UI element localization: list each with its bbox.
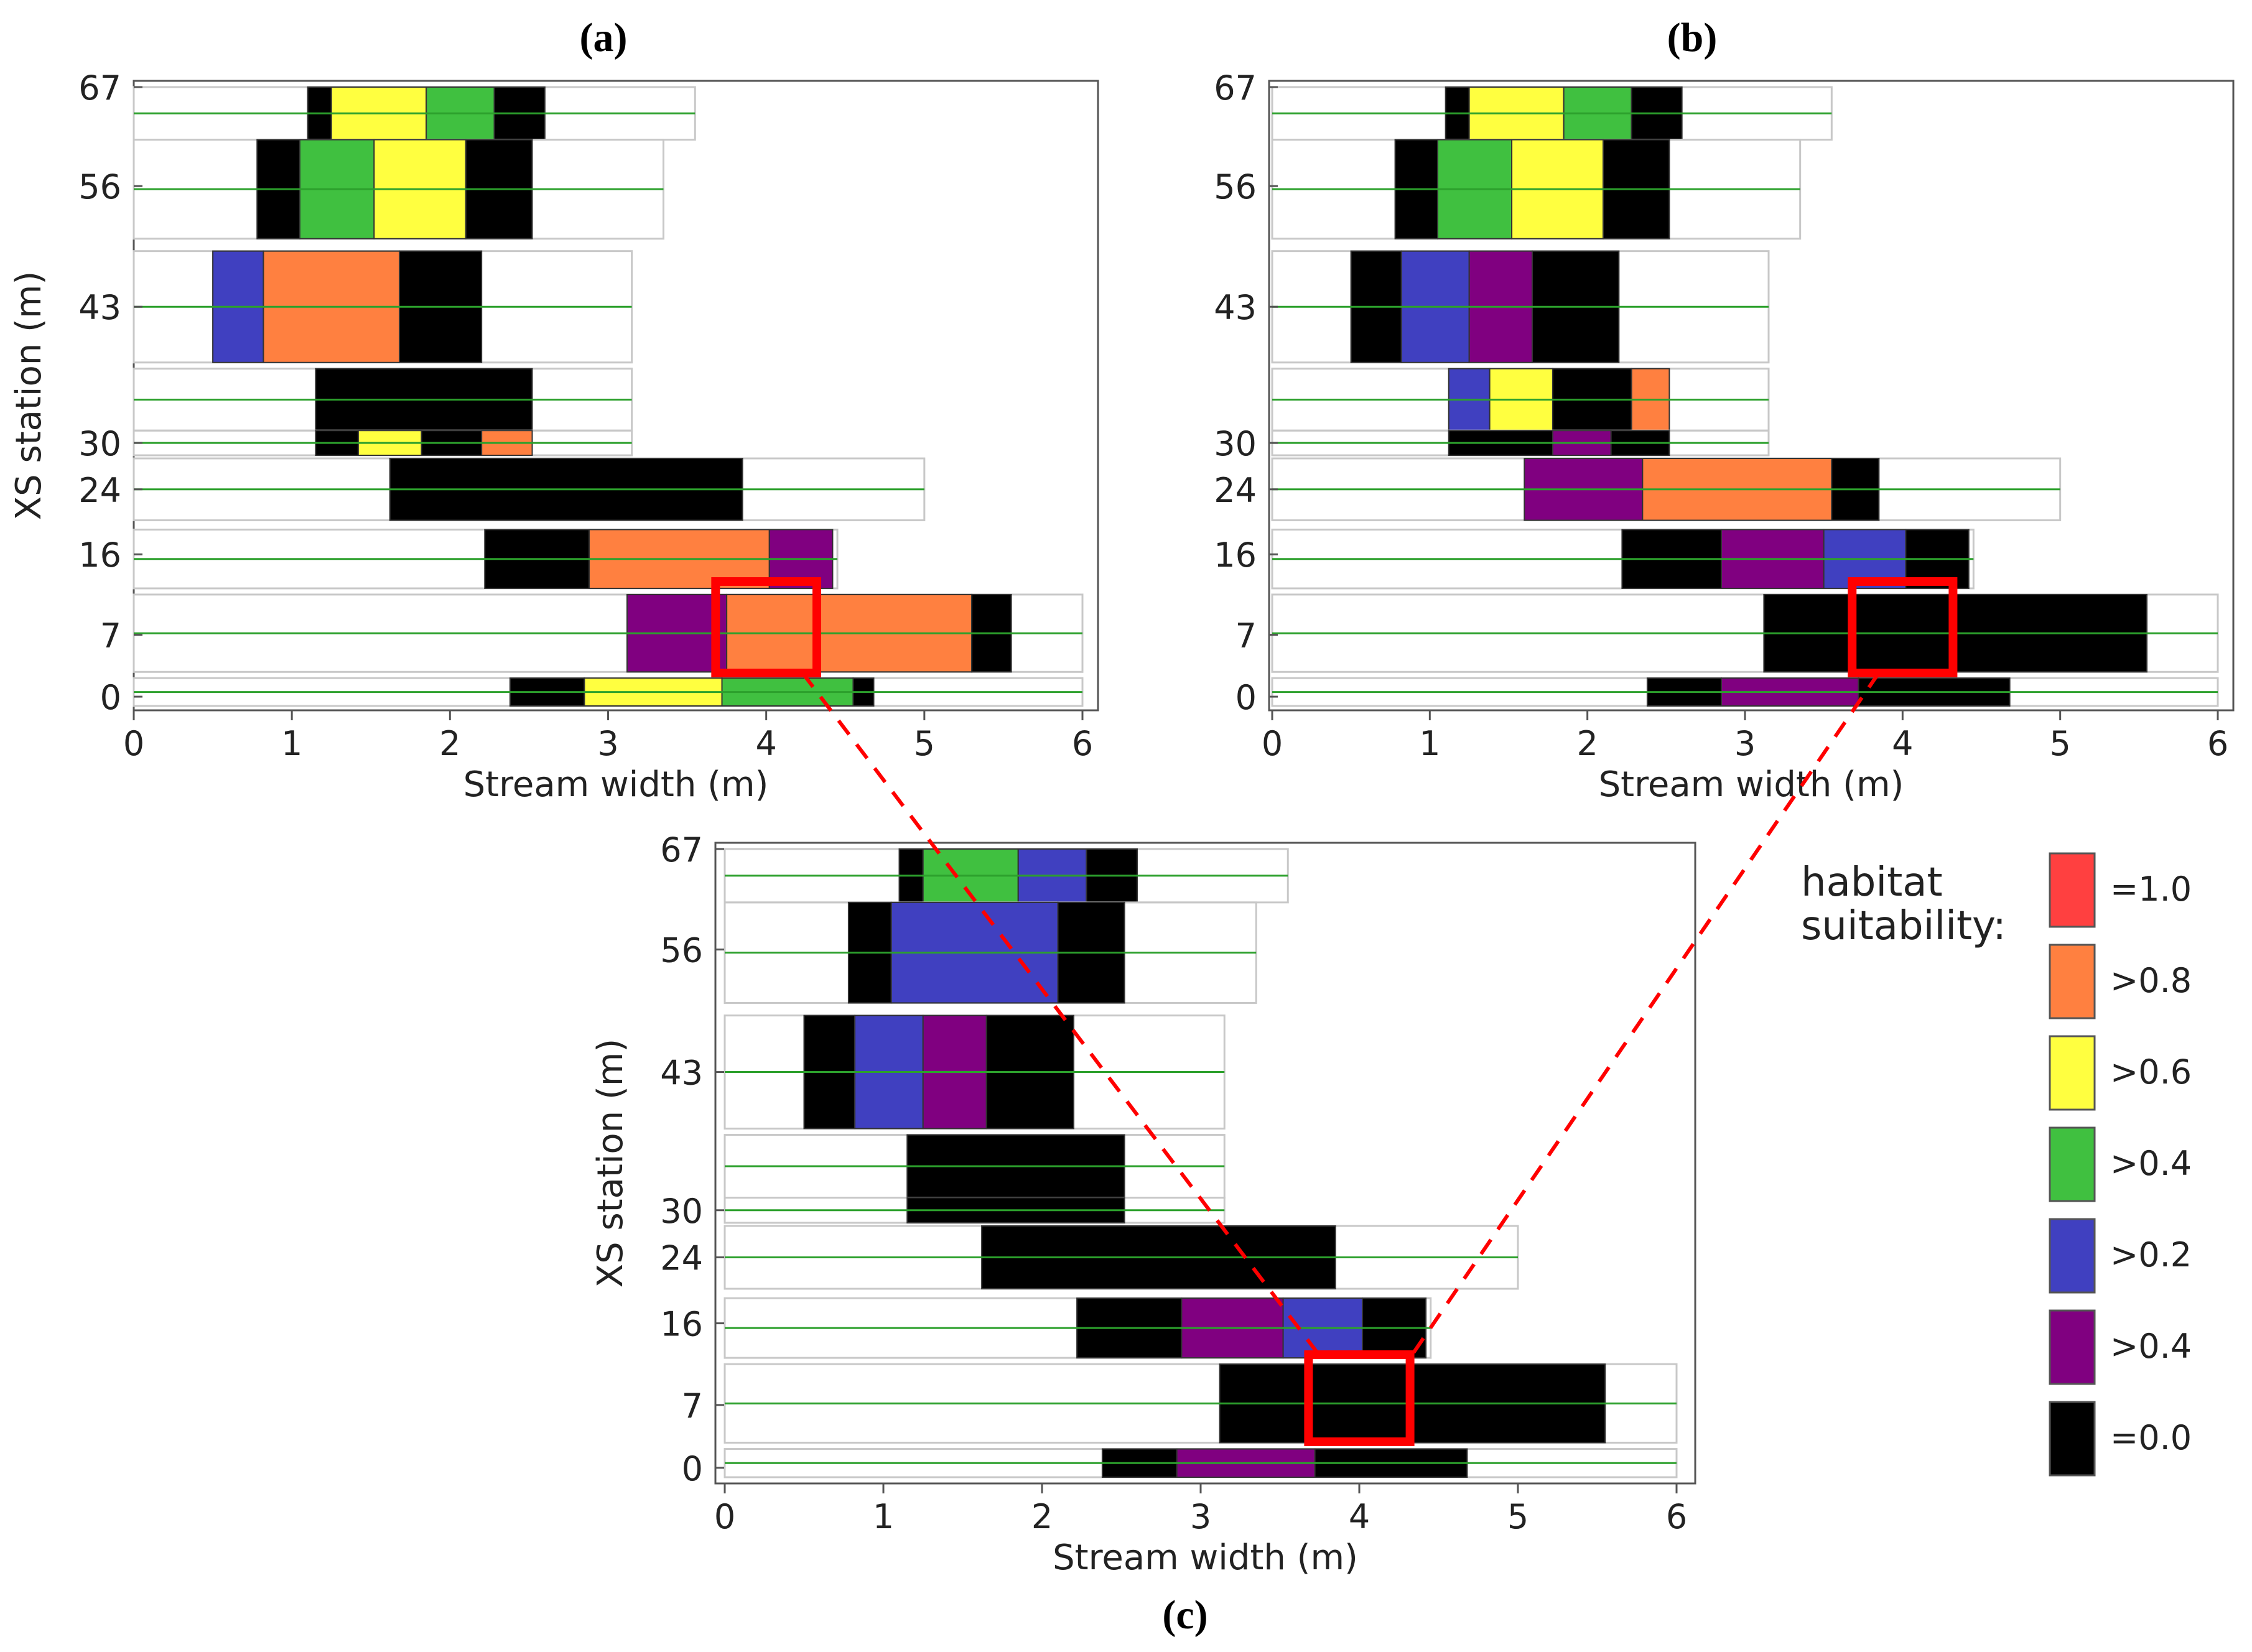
- zoom-highlight-box: [1848, 577, 1958, 677]
- x-tick-label: 2: [439, 724, 460, 763]
- y-tick-label: 43: [660, 1054, 703, 1093]
- x-tick-label: 5: [1507, 1497, 1528, 1536]
- x-tick-label: 0: [714, 1497, 735, 1536]
- y-tick-label: 7: [682, 1386, 703, 1426]
- y-axis-label: XS station (m): [9, 271, 49, 520]
- y-tick-label: 16: [1214, 536, 1257, 575]
- legend: habitat suitability: =1.0 >0.8 >0.6 >0.4 >0.…: [1801, 852, 2192, 1477]
- x-tick-label: 6: [1666, 1497, 1687, 1536]
- panel-caption: (a): [580, 15, 628, 60]
- x-axis-label: Stream width (m): [1599, 764, 1904, 805]
- y-tick-label: 30: [660, 1192, 703, 1231]
- x-axis-label: Stream width (m): [1053, 1538, 1358, 1578]
- legend-label: =1.0: [2110, 870, 2192, 909]
- zoom-connectors: [711, 577, 1958, 1446]
- panel-caption: (b): [1667, 15, 1718, 60]
- y-tick-label: 0: [682, 1449, 703, 1488]
- x-tick-label: 2: [1576, 724, 1598, 763]
- y-axis-label: XS station (m): [590, 1039, 631, 1288]
- x-tick-label: 5: [914, 724, 935, 763]
- connector-b-to-c: [1410, 672, 1881, 1356]
- x-tick-label: 3: [597, 724, 618, 763]
- legend-swatch: [2049, 1035, 2096, 1111]
- legend-label: =0.0: [2110, 1418, 2192, 1457]
- y-tick-label: 24: [660, 1239, 703, 1278]
- legend-swatch: [2049, 852, 2096, 928]
- x-tick-label: 0: [123, 724, 144, 763]
- y-tick-label: 7: [100, 616, 121, 656]
- x-tick-label: 5: [2049, 724, 2070, 763]
- y-tick-label: 67: [660, 830, 703, 870]
- legend-swatch: [2049, 1126, 2096, 1202]
- x-tick-label: 6: [1072, 724, 1093, 763]
- y-tick-label: 67: [1214, 68, 1257, 108]
- x-tick-label: 4: [1349, 1497, 1370, 1536]
- panel-caption: (c): [1162, 1592, 1207, 1638]
- legend-label: >0.6: [2110, 1052, 2192, 1092]
- y-tick-label: 67: [78, 68, 121, 108]
- x-axis-label: Stream width (m): [463, 764, 769, 805]
- y-tick-label: 43: [1214, 288, 1257, 327]
- y-tick-label: 43: [78, 288, 121, 327]
- y-tick-label: 0: [100, 678, 121, 717]
- y-tick-label: 56: [78, 167, 121, 206]
- legend-title-line2: suitability:: [1801, 903, 2006, 949]
- y-tick-label: 56: [1214, 167, 1257, 206]
- y-tick-label: 16: [78, 536, 121, 575]
- x-tick-label: 1: [281, 724, 302, 763]
- y-tick-label: 24: [1214, 471, 1257, 510]
- legend-title-line1: habitat: [1801, 860, 1943, 906]
- x-tick-label: 3: [1734, 724, 1756, 763]
- x-tick-label: 1: [1419, 724, 1440, 763]
- legend-swatch: [2049, 1309, 2096, 1385]
- y-tick-label: 30: [78, 424, 121, 463]
- y-tick-label: 16: [660, 1305, 703, 1344]
- connector-a-to-c: [801, 672, 1321, 1356]
- legend-label: >0.2: [2110, 1235, 2192, 1274]
- y-tick-label: 56: [660, 931, 703, 970]
- y-tick-label: 30: [1214, 424, 1257, 463]
- x-tick-label: 0: [1262, 724, 1283, 763]
- y-tick-label: 0: [1235, 678, 1257, 717]
- zoom-highlight-box: [711, 577, 822, 677]
- legend-items: =1.0 >0.8 >0.6 >0.4 >0.2 >0.4 =0.0: [2049, 852, 2192, 1477]
- legend-swatch: [2049, 1401, 2096, 1477]
- legend-label: >0.4: [2110, 1327, 2192, 1366]
- legend-label: >0.4: [2110, 1144, 2192, 1183]
- x-tick-label: 3: [1190, 1497, 1211, 1536]
- x-tick-label: 1: [873, 1497, 894, 1536]
- x-tick-label: 4: [1892, 724, 1913, 763]
- legend-swatch: [2049, 944, 2096, 1019]
- zoom-highlight-box: [1304, 1350, 1415, 1446]
- x-tick-label: 2: [1031, 1497, 1053, 1536]
- x-tick-label: 6: [2207, 724, 2228, 763]
- legend-label: >0.8: [2110, 961, 2192, 1000]
- legend-swatch: [2049, 1218, 2096, 1294]
- y-tick-label: 24: [78, 471, 121, 510]
- y-tick-label: 7: [1235, 616, 1257, 656]
- x-tick-label: 4: [755, 724, 776, 763]
